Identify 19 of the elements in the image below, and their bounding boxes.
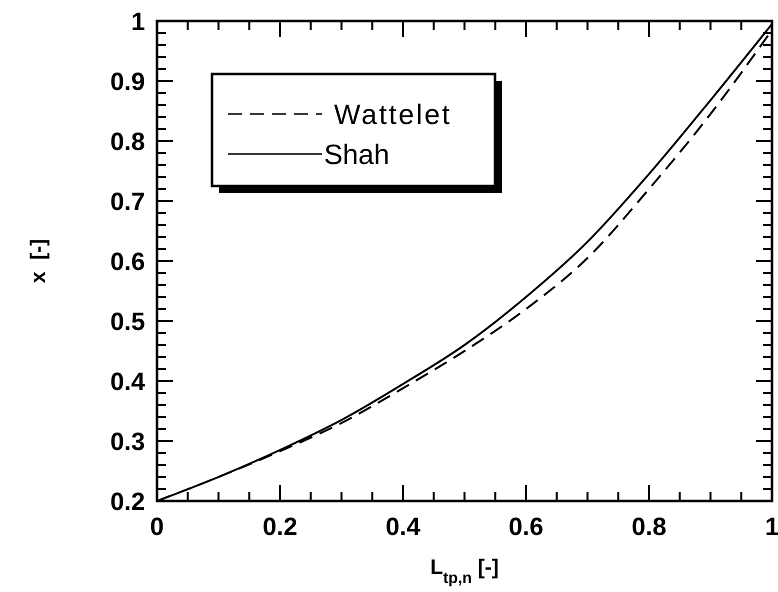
- y-tick-label: 0.8: [110, 128, 146, 156]
- x-tick-label: 1: [765, 513, 778, 541]
- y-tick-label: 0.7: [110, 188, 145, 216]
- y-tick-label: 0.4: [110, 368, 146, 396]
- y-tick-label: 0.2: [110, 488, 145, 516]
- y-tick-label: 0.9: [110, 68, 145, 96]
- legend-label: Wattelet: [334, 99, 452, 130]
- x-axis-title: L$_{tp,n}$ [-]: [430, 556, 499, 586]
- y-tick-label: 0.5: [110, 308, 146, 336]
- legend-label: Shah: [324, 139, 390, 170]
- x-tick-label: 0.2: [262, 513, 298, 541]
- x-tick-label: 0: [150, 513, 164, 541]
- x-tick-label: 0.8: [632, 513, 666, 541]
- y-axis-title: x [-]: [27, 238, 50, 284]
- y-tick-label: 0.6: [110, 248, 145, 276]
- y-tick-label: 1: [131, 8, 146, 36]
- x-tick-label: 0.6: [508, 513, 544, 541]
- x-tick-label: 0.4: [386, 513, 420, 541]
- y-tick-label: 0.3: [110, 428, 145, 456]
